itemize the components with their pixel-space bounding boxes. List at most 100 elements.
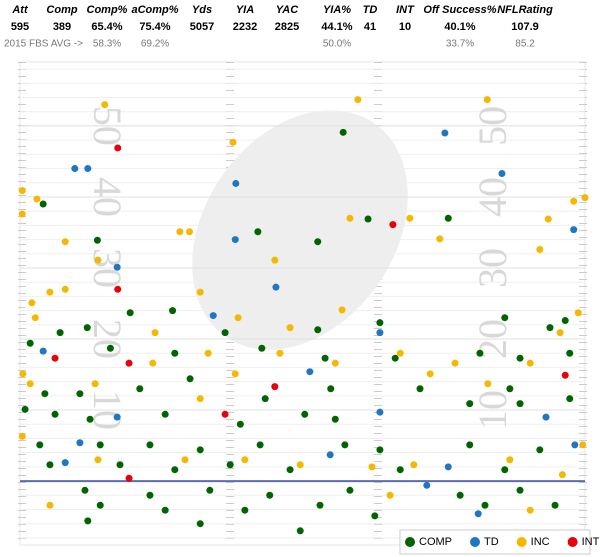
pass-point — [314, 238, 322, 246]
pass-point — [570, 197, 578, 205]
pass-point — [186, 375, 194, 383]
pass-point — [526, 359, 534, 367]
pass-point — [149, 359, 157, 367]
fbs-avg: 50.0% — [323, 39, 351, 50]
pass-point — [221, 410, 229, 418]
pass-point — [76, 439, 84, 447]
pass-point — [136, 385, 144, 393]
fbs-avg: 33.7% — [446, 39, 474, 50]
pass-point — [113, 263, 121, 271]
pass-point — [444, 463, 452, 471]
pass-point — [19, 370, 27, 378]
stat-header: Att — [11, 4, 29, 16]
pass-point — [196, 395, 204, 403]
pass-point — [31, 314, 39, 322]
pass-point — [416, 385, 424, 393]
pass-point — [232, 179, 240, 187]
pass-point — [204, 349, 212, 357]
pass-point — [376, 446, 384, 454]
pass-point — [354, 96, 362, 104]
pass-point — [423, 481, 431, 489]
pass-point — [436, 235, 444, 243]
pass-point — [76, 390, 84, 398]
pass-point — [406, 214, 414, 222]
yard-number: 10 — [470, 390, 515, 430]
pass-point — [94, 456, 102, 464]
pass-point — [161, 410, 169, 418]
pass-point — [544, 215, 552, 223]
yard-number: 30 — [470, 248, 515, 288]
pass-point — [96, 441, 104, 449]
pass-point — [581, 194, 589, 202]
pass-point — [231, 236, 239, 244]
stat-header: aComp% — [131, 4, 178, 16]
pass-point — [339, 128, 347, 136]
pass-point — [71, 165, 79, 173]
pass-point — [206, 486, 214, 494]
pass-point — [226, 461, 234, 469]
pass-point — [389, 221, 397, 229]
pass-point — [236, 420, 244, 428]
pass-point — [171, 349, 179, 357]
pass-point — [371, 512, 379, 520]
pass-point — [456, 491, 464, 499]
pass-point — [498, 170, 506, 178]
stat-header: Yds — [192, 4, 212, 16]
pass-point — [114, 285, 122, 293]
pass-point — [481, 501, 489, 509]
pass-point — [451, 359, 459, 367]
pass-point — [234, 314, 242, 322]
pass-point — [51, 354, 59, 362]
pass-point — [26, 380, 34, 388]
pass-point — [125, 359, 133, 367]
pass-point — [301, 410, 309, 418]
pass-point — [196, 288, 204, 296]
pass-point — [327, 385, 335, 393]
pass-point — [546, 324, 554, 332]
pass-point — [316, 501, 324, 509]
stat-value: 2825 — [275, 21, 299, 33]
pass-point — [338, 306, 346, 314]
pass-point — [376, 329, 384, 337]
pass-point — [556, 329, 564, 337]
pass-point — [484, 380, 492, 388]
stat-header: YIA% — [323, 4, 351, 16]
pass-point — [296, 461, 304, 469]
pass-point — [321, 354, 329, 362]
pass-point — [444, 214, 452, 222]
pass-point — [84, 165, 92, 173]
stat-value: 107.9 — [511, 21, 539, 33]
pass-point — [396, 466, 404, 474]
pass-point — [231, 370, 239, 378]
pass-point — [526, 506, 534, 514]
pass-point — [86, 415, 94, 423]
pass-point — [91, 380, 99, 388]
pass-point — [376, 408, 384, 416]
yard-number: 10 — [85, 390, 130, 430]
pass-point — [286, 466, 294, 474]
pass-point — [410, 461, 418, 469]
pass-point — [574, 309, 582, 317]
pass-point — [516, 486, 524, 494]
pass-point — [271, 256, 279, 264]
pass-point — [146, 491, 154, 499]
pass-point — [46, 461, 54, 469]
pass-point — [271, 383, 279, 391]
pass-point — [441, 129, 449, 137]
stat-value: 389 — [53, 21, 71, 33]
stat-header: YAC — [276, 4, 299, 16]
pass-point — [241, 456, 249, 464]
pass-point — [566, 349, 574, 357]
pass-point — [346, 214, 354, 222]
stat-value: 40.1% — [444, 21, 475, 33]
stat-value: 5057 — [190, 21, 214, 33]
pass-point — [229, 138, 237, 146]
pass-point — [516, 400, 524, 408]
pass-point — [266, 491, 274, 499]
pass-point — [196, 520, 204, 528]
legend-label: TD — [484, 536, 499, 548]
yard-number: 40 — [85, 177, 130, 217]
pass-point — [18, 432, 26, 440]
pass-point — [536, 446, 544, 454]
